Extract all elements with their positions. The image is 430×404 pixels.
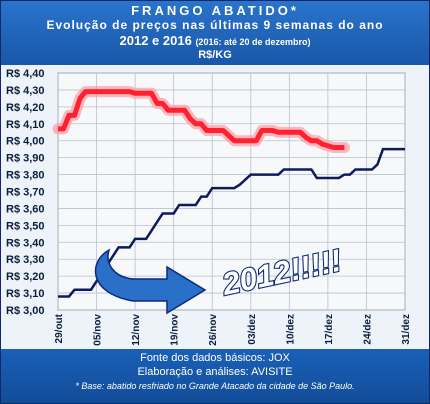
y-tick-label: R$ 3,20: [6, 271, 45, 283]
y-tick-label: R$ 3,40: [6, 237, 45, 249]
x-tick-label: 19/nov: [170, 314, 181, 346]
x-tick-label: 26/nov: [208, 314, 219, 346]
x-tick-label: 05/nov: [93, 314, 104, 346]
y-tick-label: R$ 3,70: [6, 187, 45, 199]
chart-unit: R$/KG: [198, 49, 232, 61]
x-tick-label: 31/dez: [401, 314, 412, 345]
x-tick-label: 03/dez: [247, 314, 258, 345]
y-tick-label: R$ 4,10: [6, 119, 45, 131]
y-tick-label: R$ 4,00: [6, 136, 45, 148]
plot-area: R$ 3,00 R$ 3,10 R$ 3,20 R$ 3,30 R$ 3,40 R$ 3,…: [1, 65, 429, 349]
x-tick-label: 29/out: [54, 313, 65, 343]
x-tick-label: 24/dez: [362, 314, 373, 345]
y-tick-label: R$ 3,80: [6, 170, 45, 182]
source-note: Fonte dos dados básicos: JOX: [140, 352, 290, 364]
y-tick-label: R$ 3,10: [6, 288, 45, 300]
x-tick-label: 12/nov: [131, 314, 142, 346]
chart-subtitle: Evolução de preços nas últimas 9 semanas…: [46, 18, 384, 32]
chart-title: FRANGO ABATIDO*: [131, 3, 299, 18]
annotation-arrow: [94, 248, 207, 315]
chart-years: 2012 e 2016: [119, 33, 192, 48]
chart-years-note: (2016: até 20 de dezembro): [195, 37, 311, 47]
series-2012-line: [58, 147, 405, 298]
series-2016-line: [58, 89, 345, 150]
footnote: * Base: abatido resfriado no Grande Atac…: [75, 381, 355, 391]
y-tick-label: R$ 3,90: [6, 153, 45, 165]
y-tick-label: R$ 4,30: [6, 85, 45, 97]
y-tick-label: R$ 3,30: [6, 254, 45, 266]
y-tick-label: R$ 3,50: [6, 220, 45, 232]
x-tick-label: 17/dez: [324, 314, 335, 345]
x-tick-label: 10/dez: [285, 314, 296, 345]
chart-years-line: 2012 e 2016 (2016: até 20 de dezembro): [1, 33, 429, 48]
y-tick-label: R$ 3,00: [6, 305, 45, 317]
chart-header: FRANGO ABATIDO* Evolução de preços nas ú…: [1, 1, 429, 65]
line-chart: R$ 3,00 R$ 3,10 R$ 3,20 R$ 3,30 R$ 3,40 R$ 3,…: [6, 68, 412, 346]
y-tick-label: R$ 3,60: [6, 203, 45, 215]
y-tick-label: R$ 4,40: [6, 68, 45, 80]
credit-note: Elaboração e análises: AVISITE: [137, 366, 293, 378]
y-tick-label: R$ 4,20: [6, 102, 45, 114]
chart-footer: Fonte dos dados básicos: JOX Elaboração …: [1, 350, 429, 403]
